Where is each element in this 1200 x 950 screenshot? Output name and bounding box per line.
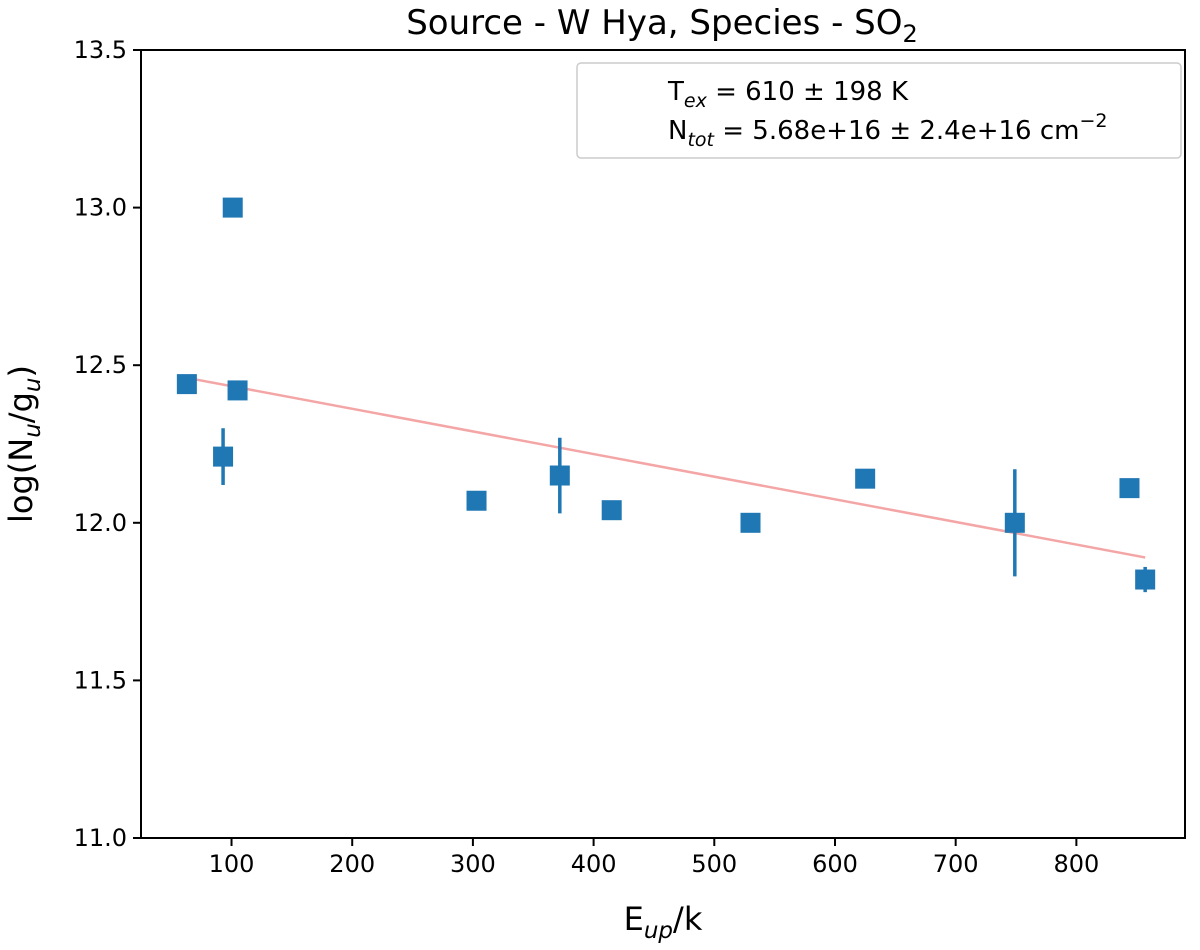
- data-point: [855, 468, 876, 489]
- x-tick-label: 400: [571, 850, 617, 878]
- fit-line: [186, 376, 1146, 559]
- data-point: [1004, 512, 1025, 533]
- y-axis-title-sub1: u: [20, 423, 46, 438]
- y-axis-title-pre: log(N: [2, 438, 40, 523]
- chart-title-text: Source - W Hya, Species - SO: [406, 3, 902, 43]
- x-tick-label: 100: [209, 850, 255, 878]
- data-point: [549, 465, 570, 486]
- legend-ntot-symbol: N: [668, 116, 687, 146]
- legend-tex-symbol: T: [667, 77, 684, 107]
- legend-box: [576, 62, 1182, 159]
- plot-area-frame: [140, 49, 1186, 839]
- x-tick-label: 500: [691, 850, 737, 878]
- chart-title: Source - W Hya, Species - SO2: [406, 3, 918, 48]
- data-point: [601, 500, 622, 521]
- data-point: [740, 512, 761, 533]
- legend-ntot: Ntot = 5.68e+16 ± 2.4e+16 cm−2: [668, 110, 1108, 151]
- y-axis-title-post: ): [2, 365, 40, 377]
- y-axis-title: log(Nu/gu): [2, 365, 46, 523]
- y-tick-label: 12.0: [74, 509, 127, 537]
- data-point: [213, 446, 234, 467]
- data-point: [466, 490, 487, 511]
- y-axis-title-mid: /g: [2, 392, 40, 423]
- x-axis-ticks: 100 200 300 400 500 600 700 800: [209, 838, 1099, 878]
- x-axis-title-subscript: up: [644, 918, 673, 944]
- legend: Tex = 610 ± 198 K Ntot = 5.68e+16 ± 2.4e…: [576, 62, 1182, 159]
- y-tick-label: 11.5: [74, 666, 127, 694]
- legend-tex-value: = 610 ± 198 K: [707, 77, 909, 107]
- x-tick-label: 800: [1053, 850, 1099, 878]
- x-axis-title-suffix: /k: [673, 900, 703, 938]
- legend-ntot-value: = 5.68e+16 ± 2.4e+16 cm: [714, 116, 1080, 146]
- y-tick-label: 13.0: [74, 194, 127, 222]
- y-tick-label: 13.5: [74, 36, 127, 64]
- y-axis-title-sub2: u: [20, 378, 46, 393]
- legend-tex: Tex = 610 ± 198 K: [667, 77, 909, 112]
- data-point: [176, 374, 197, 395]
- y-tick-label: 12.5: [74, 351, 127, 379]
- x-tick-label: 200: [329, 850, 375, 878]
- x-axis-title: Eup/k: [624, 900, 703, 944]
- data-point: [1119, 478, 1140, 499]
- fit-line-layer: [186, 376, 1146, 559]
- data-point: [1135, 569, 1156, 590]
- legend-ntot-superscript: −2: [1079, 110, 1107, 132]
- legend-tex-subscript: ex: [684, 90, 708, 112]
- legend-ntot-subscript: tot: [687, 129, 715, 151]
- y-tick-label: 11.0: [74, 824, 127, 852]
- x-tick-label: 600: [812, 850, 858, 878]
- data-point: [227, 380, 248, 401]
- x-axis-title-main: E: [624, 900, 644, 938]
- y-axis-ticks: 11.0 11.5 12.0 12.5 13.0 13.5: [74, 36, 141, 852]
- x-tick-label: 700: [933, 850, 979, 878]
- chart-title-subscript: 2: [903, 20, 918, 48]
- data-points-layer: [176, 197, 1156, 593]
- x-tick-label: 300: [450, 850, 496, 878]
- data-point: [222, 197, 243, 218]
